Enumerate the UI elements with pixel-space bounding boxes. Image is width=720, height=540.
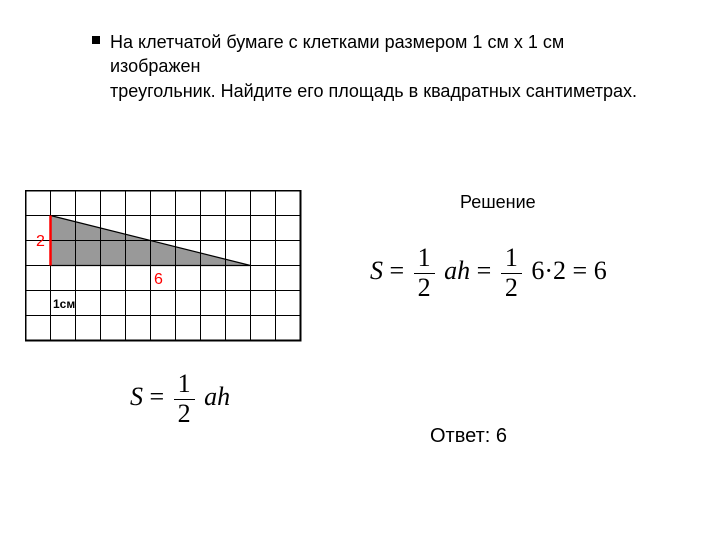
solution-heading: Решение bbox=[460, 192, 536, 213]
formula-result: 6 bbox=[594, 256, 607, 285]
svg-text:1см: 1см bbox=[53, 297, 75, 311]
fraction-half-2: 1 2 bbox=[501, 244, 522, 302]
base-rhs: ah bbox=[204, 382, 230, 411]
svg-text:2: 2 bbox=[36, 233, 45, 250]
grid-svg: 2 6 1см bbox=[25, 190, 302, 342]
problem-line1: На клетчатой бумаге с клетками размером … bbox=[110, 32, 564, 76]
fraction-half-1: 1 2 bbox=[414, 244, 435, 302]
problem-statement: На клетчатой бумаге с клетками размером … bbox=[110, 30, 650, 103]
answer-label: Ответ: bbox=[430, 425, 490, 447]
solution-formula: S = 1 2 ah = 1 2 6·2 = 6 bbox=[370, 244, 607, 302]
formula-ah: ah bbox=[444, 256, 470, 285]
answer-line: Ответ: 6 bbox=[430, 425, 507, 448]
formula-vals: 6·2 bbox=[531, 256, 566, 285]
bullet-icon bbox=[92, 36, 100, 44]
base-lhs: S bbox=[130, 382, 143, 411]
base-fraction: 1 2 bbox=[174, 370, 195, 428]
answer-value: 6 bbox=[496, 425, 507, 447]
problem-line2: треугольник. Найдите его площадь в квадр… bbox=[110, 81, 637, 101]
triangle-grid-figure: 2 6 1см bbox=[25, 190, 302, 347]
base-formula: S = 1 2 ah bbox=[130, 370, 230, 428]
svg-text:6: 6 bbox=[154, 271, 163, 288]
formula-lhs: S bbox=[370, 256, 383, 285]
